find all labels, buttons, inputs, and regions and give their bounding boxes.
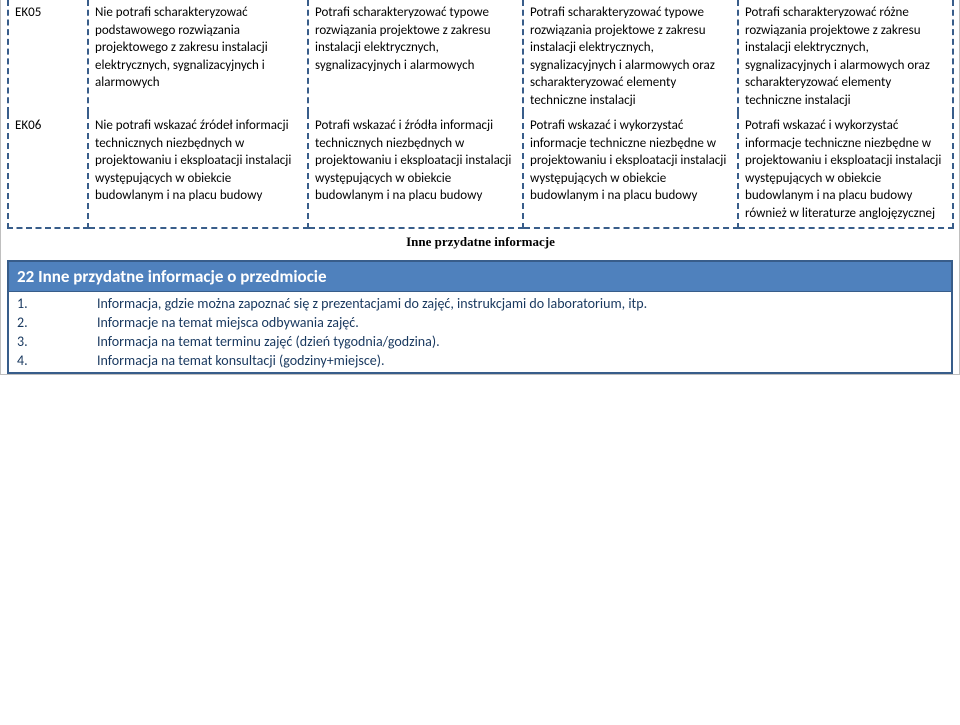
cell: Nie potrafi scharakteryzować podstawoweg…: [88, 0, 308, 113]
info-section-header: 22 Inne przydatne informacje o przedmioc…: [7, 260, 953, 291]
cell: Potrafi wskazać i wykorzystać informacje…: [523, 113, 738, 227]
info-num: 3.: [17, 333, 97, 350]
section-title-row: Inne przydatne informacje: [8, 228, 953, 255]
section-title: Inne przydatne informacje: [8, 228, 953, 255]
info-row: 3. Informacja na temat terminu zajęć (dz…: [9, 332, 951, 351]
cell: Potrafi scharakteryzować typowe rozwiąza…: [523, 0, 738, 113]
info-text: Informacje na temat miejsca odbywania za…: [97, 314, 943, 331]
info-row: 1. Informacja, gdzie można zapoznać się …: [9, 294, 951, 313]
info-row: 2. Informacje na temat miejsca odbywania…: [9, 313, 951, 332]
row-code: EK05: [8, 0, 88, 113]
info-row: 4. Informacja na temat konsultacji (godz…: [9, 351, 951, 370]
info-text: Informacja na temat konsultacji (godziny…: [97, 352, 943, 369]
table-row: EK05 Nie potrafi scharakteryzować podsta…: [8, 0, 953, 113]
info-section: 22 Inne przydatne informacje o przedmioc…: [7, 260, 953, 374]
cell: Potrafi scharakteryzować typowe rozwiąza…: [308, 0, 523, 113]
criteria-table: EK05 Nie potrafi scharakteryzować podsta…: [7, 0, 954, 254]
info-text: Informacja na temat terminu zajęć (dzień…: [97, 333, 943, 350]
table-row: EK06 Nie potrafi wskazać źródeł informac…: [8, 113, 953, 227]
info-section-body: 1. Informacja, gdzie można zapoznać się …: [7, 291, 953, 374]
info-num: 1.: [17, 295, 97, 312]
cell: Potrafi wskazać i wykorzystać informacje…: [738, 113, 953, 227]
page-container: EK05 Nie potrafi scharakteryzować podsta…: [0, 0, 960, 375]
cell: Potrafi wskazać i źródła informacji tech…: [308, 113, 523, 227]
info-text: Informacja, gdzie można zapoznać się z p…: [97, 295, 943, 312]
cell: Potrafi scharakteryzować różne rozwiązan…: [738, 0, 953, 113]
info-num: 4.: [17, 352, 97, 369]
row-code: EK06: [8, 113, 88, 227]
cell: Nie potrafi wskazać źródeł informacji te…: [88, 113, 308, 227]
info-num: 2.: [17, 314, 97, 331]
